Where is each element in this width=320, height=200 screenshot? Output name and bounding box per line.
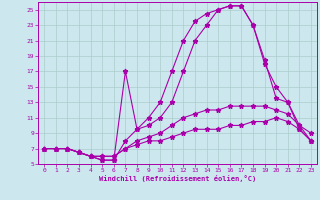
X-axis label: Windchill (Refroidissement éolien,°C): Windchill (Refroidissement éolien,°C) bbox=[99, 175, 256, 182]
